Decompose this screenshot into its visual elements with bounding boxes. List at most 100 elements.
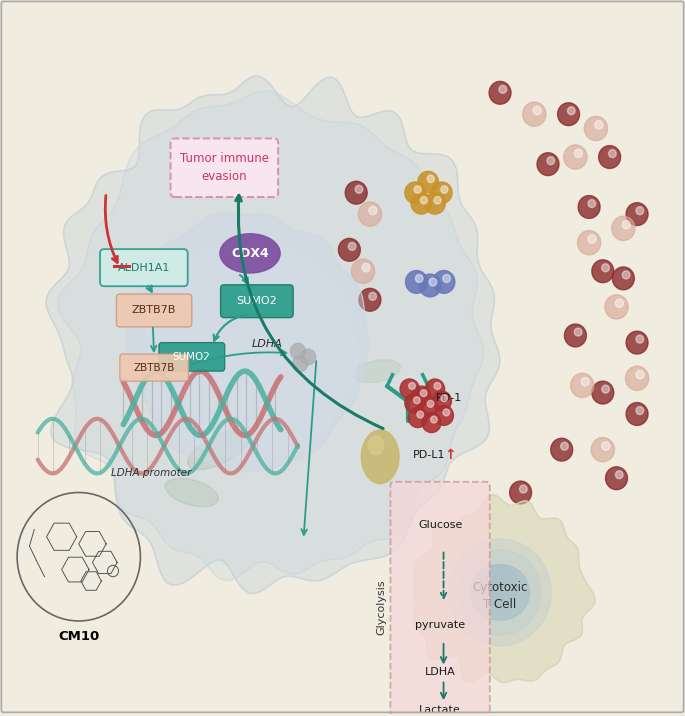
- Text: SUMO2: SUMO2: [173, 352, 211, 362]
- Text: Glycolysis: Glycolysis: [377, 579, 386, 634]
- Circle shape: [615, 471, 623, 479]
- Circle shape: [499, 85, 507, 93]
- Circle shape: [443, 274, 451, 283]
- Circle shape: [355, 185, 363, 193]
- Ellipse shape: [369, 436, 384, 455]
- Ellipse shape: [475, 565, 519, 606]
- FancyBboxPatch shape: [116, 294, 192, 327]
- Text: LDHA: LDHA: [251, 339, 283, 349]
- Circle shape: [636, 207, 644, 215]
- Circle shape: [564, 324, 586, 347]
- Text: SUMO2: SUMO2: [236, 296, 277, 306]
- Circle shape: [606, 467, 627, 490]
- Circle shape: [427, 175, 434, 183]
- Circle shape: [591, 437, 614, 462]
- Circle shape: [419, 274, 441, 297]
- Circle shape: [434, 382, 440, 390]
- Circle shape: [421, 390, 427, 397]
- Circle shape: [592, 260, 614, 283]
- Circle shape: [412, 386, 431, 406]
- Polygon shape: [146, 243, 356, 459]
- Ellipse shape: [471, 564, 530, 620]
- Circle shape: [414, 185, 421, 193]
- Text: Cytotoxic
T Cell: Cytotoxic T Cell: [473, 581, 527, 611]
- Circle shape: [400, 379, 419, 399]
- Polygon shape: [414, 495, 595, 682]
- Circle shape: [595, 120, 603, 129]
- Text: Tumor immune
evasion: Tumor immune evasion: [180, 153, 269, 183]
- Text: LDHA promoter: LDHA promoter: [110, 468, 191, 478]
- Polygon shape: [126, 213, 369, 472]
- Text: CDX4: CDX4: [231, 247, 269, 260]
- Circle shape: [405, 182, 425, 203]
- Circle shape: [418, 171, 438, 193]
- Circle shape: [574, 328, 582, 336]
- Circle shape: [459, 550, 541, 635]
- Circle shape: [432, 391, 451, 411]
- Circle shape: [409, 382, 415, 390]
- Circle shape: [588, 235, 596, 243]
- Circle shape: [422, 412, 441, 432]
- Circle shape: [578, 195, 600, 218]
- Circle shape: [510, 481, 532, 504]
- Circle shape: [558, 103, 580, 125]
- FancyBboxPatch shape: [120, 354, 188, 381]
- FancyBboxPatch shape: [171, 138, 278, 197]
- Circle shape: [449, 539, 551, 646]
- Circle shape: [415, 274, 423, 283]
- Circle shape: [411, 193, 432, 214]
- Circle shape: [433, 271, 455, 294]
- Circle shape: [608, 150, 616, 158]
- Circle shape: [434, 405, 453, 425]
- Ellipse shape: [220, 233, 280, 273]
- Circle shape: [348, 243, 356, 251]
- Circle shape: [351, 259, 375, 284]
- Circle shape: [622, 271, 630, 279]
- Circle shape: [345, 181, 367, 204]
- Text: ZBTB7B: ZBTB7B: [134, 362, 175, 372]
- Text: pyruvate: pyruvate: [415, 619, 465, 629]
- Circle shape: [338, 238, 360, 261]
- Text: PD-L1: PD-L1: [413, 450, 445, 460]
- Ellipse shape: [362, 430, 399, 483]
- Circle shape: [622, 221, 630, 229]
- Circle shape: [301, 349, 316, 364]
- Circle shape: [588, 200, 596, 208]
- Circle shape: [626, 332, 648, 354]
- Circle shape: [523, 102, 546, 126]
- Circle shape: [362, 263, 370, 272]
- Text: Glucose: Glucose: [418, 520, 462, 530]
- Circle shape: [601, 385, 610, 393]
- Circle shape: [551, 438, 573, 461]
- Circle shape: [441, 185, 448, 193]
- Circle shape: [358, 202, 382, 226]
- Text: Lactate: Lactate: [419, 705, 461, 715]
- Circle shape: [615, 299, 623, 308]
- Text: LDHA: LDHA: [425, 667, 456, 677]
- Polygon shape: [47, 76, 500, 594]
- Circle shape: [533, 106, 541, 115]
- Circle shape: [601, 263, 610, 272]
- Circle shape: [567, 107, 575, 115]
- Circle shape: [636, 407, 644, 415]
- Circle shape: [537, 153, 559, 175]
- Circle shape: [605, 295, 628, 319]
- Circle shape: [592, 381, 614, 404]
- Circle shape: [425, 379, 445, 399]
- Circle shape: [636, 370, 644, 379]
- Circle shape: [612, 216, 635, 241]
- Circle shape: [625, 366, 649, 390]
- Circle shape: [431, 416, 437, 423]
- FancyBboxPatch shape: [159, 342, 225, 371]
- Circle shape: [636, 335, 644, 343]
- Circle shape: [571, 373, 594, 397]
- Circle shape: [406, 271, 427, 294]
- Text: ALDH1A1: ALDH1A1: [118, 263, 170, 273]
- Circle shape: [432, 182, 452, 203]
- Circle shape: [429, 278, 437, 286]
- Circle shape: [417, 411, 423, 418]
- Circle shape: [420, 196, 427, 204]
- Circle shape: [427, 400, 434, 407]
- Circle shape: [369, 206, 377, 215]
- Circle shape: [626, 402, 648, 425]
